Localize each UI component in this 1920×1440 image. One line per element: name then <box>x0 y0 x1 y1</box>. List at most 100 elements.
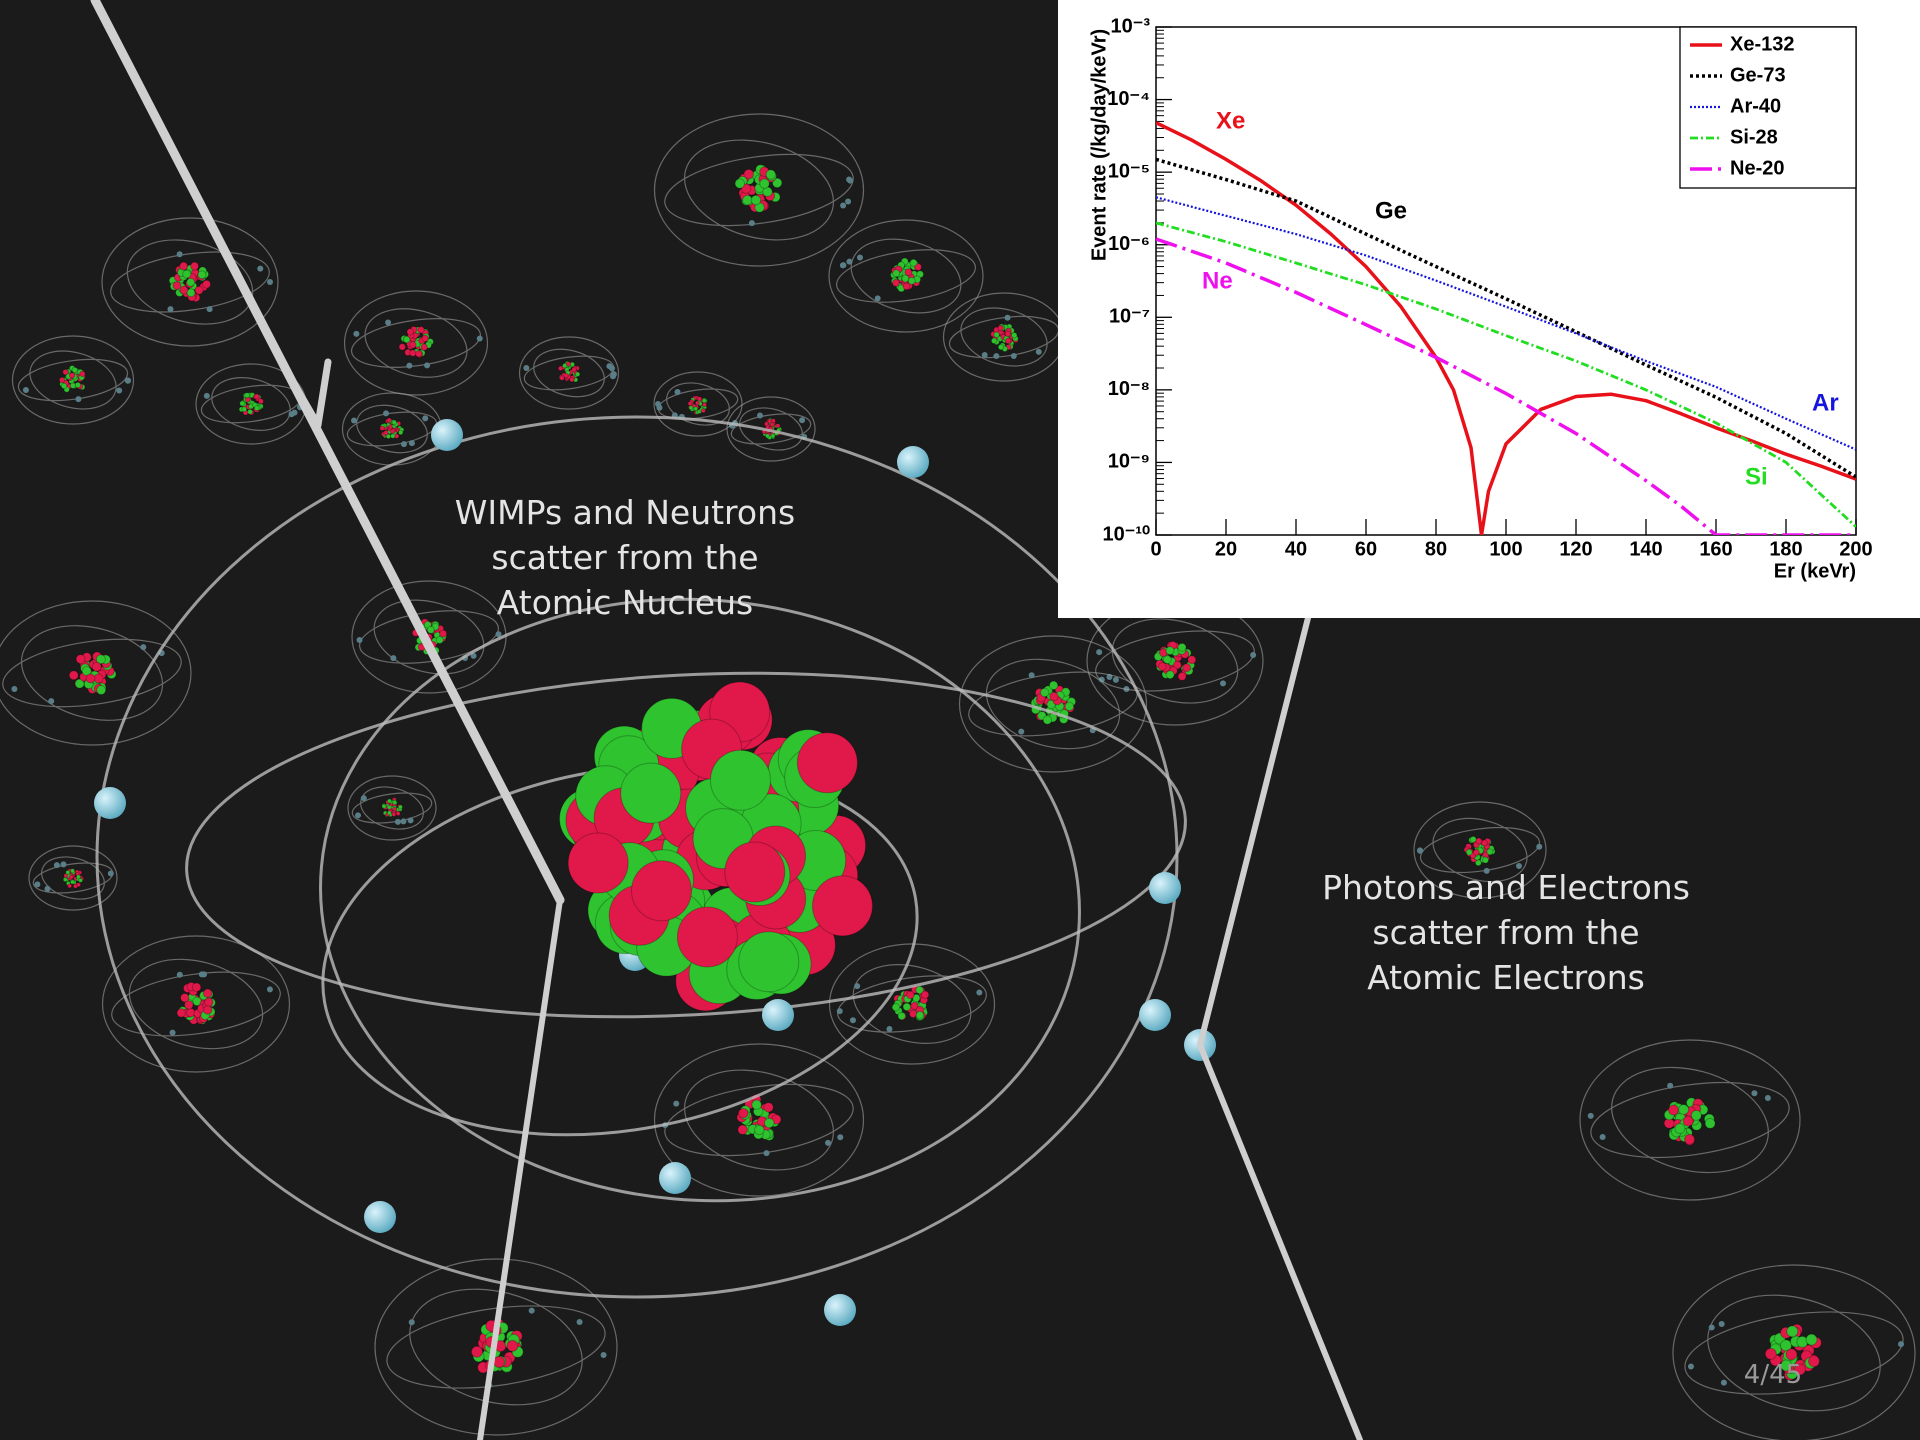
electron <box>1751 1090 1757 1096</box>
electron <box>757 413 763 419</box>
electron <box>94 787 126 819</box>
nucleon <box>92 662 101 671</box>
nucleon <box>387 799 391 803</box>
chart-panel: 10⁻¹⁰10⁻⁹10⁻⁸10⁻⁷10⁻⁶10⁻⁵10⁻⁴10⁻³0204060… <box>1058 0 1920 618</box>
nucleon <box>566 362 571 367</box>
electron <box>846 259 852 265</box>
nucleon <box>72 367 78 373</box>
nucleon <box>908 277 915 284</box>
electron <box>60 861 66 867</box>
annotation: Ge <box>1375 197 1407 224</box>
legend-label: Xe-132 <box>1730 33 1795 55</box>
nucleon <box>570 377 575 382</box>
electron <box>837 1134 843 1140</box>
electron <box>167 306 173 312</box>
electron <box>357 637 363 643</box>
nucleon <box>1158 662 1166 670</box>
nucleon <box>1466 849 1472 855</box>
electron <box>177 972 183 978</box>
electron <box>837 1008 843 1014</box>
electron <box>1005 315 1011 321</box>
electron <box>993 353 999 359</box>
nucleon <box>768 419 772 423</box>
nucleon <box>203 280 211 288</box>
nucleon <box>1178 672 1186 680</box>
electron <box>385 319 391 325</box>
nucleon <box>812 876 872 936</box>
nucleon <box>61 383 67 389</box>
electron <box>177 251 183 257</box>
nucleon <box>86 674 95 683</box>
nucleon <box>1786 1349 1797 1360</box>
nucleon <box>994 332 1000 338</box>
electron <box>875 295 881 301</box>
nucleon <box>698 397 702 401</box>
annotation: Ar <box>1812 389 1839 416</box>
caption-line: Photons and Electrons <box>1322 868 1690 907</box>
nucleon <box>689 406 693 410</box>
x-tick-label: 200 <box>1839 538 1872 560</box>
electron <box>529 1308 535 1314</box>
electron <box>762 999 794 1031</box>
nucleon <box>568 833 628 893</box>
nucleon <box>893 270 900 277</box>
nucleon <box>436 637 443 644</box>
nucleon <box>63 878 67 882</box>
electron <box>840 202 846 208</box>
x-tick-label: 0 <box>1150 538 1161 560</box>
nucleon <box>76 655 85 664</box>
legend-label: Ne-20 <box>1730 157 1784 179</box>
nucleon <box>198 271 206 279</box>
y-tick-label: 10⁻¹⁰ <box>1103 523 1150 545</box>
electron <box>361 795 367 801</box>
nucleon <box>507 1340 518 1351</box>
nucleon <box>63 369 69 375</box>
electron <box>1036 349 1042 355</box>
electron <box>23 387 29 393</box>
electron <box>982 352 988 358</box>
nucleon <box>254 394 259 399</box>
electron <box>1250 652 1256 658</box>
electron <box>267 986 273 992</box>
electron <box>675 389 681 395</box>
electron <box>1721 1380 1727 1386</box>
electron <box>424 362 430 368</box>
electron <box>673 1101 679 1107</box>
x-tick-label: 100 <box>1489 538 1522 560</box>
y-tick-label: 10⁻⁶ <box>1108 233 1150 255</box>
nucleon <box>1065 702 1074 711</box>
nucleon <box>725 842 785 902</box>
electron <box>1536 844 1542 850</box>
nucleon <box>739 1108 749 1118</box>
electron <box>204 393 210 399</box>
y-tick-label: 10⁻⁷ <box>1109 306 1150 328</box>
nucleon <box>921 991 929 999</box>
nucleon <box>688 401 692 405</box>
electron <box>395 819 401 825</box>
electron <box>34 881 40 887</box>
x-tick-label: 60 <box>1355 538 1377 560</box>
nucleon <box>187 278 195 286</box>
caption-line: Atomic Nucleus <box>497 583 753 622</box>
electron <box>108 870 114 876</box>
caption-line: Atomic Electrons <box>1367 958 1645 997</box>
nucleon <box>1765 1348 1776 1359</box>
nucleon <box>892 1004 900 1012</box>
nucleon <box>621 763 681 823</box>
nucleon <box>1166 671 1174 679</box>
electron <box>577 1319 583 1325</box>
nucleon <box>180 262 188 270</box>
nucleon <box>403 336 410 343</box>
nucleon <box>382 804 386 808</box>
nucleon <box>1669 1105 1679 1115</box>
nucleon <box>755 1125 765 1135</box>
nucleon <box>69 373 75 379</box>
electron <box>353 331 359 337</box>
electron <box>140 644 146 650</box>
electron <box>857 255 863 261</box>
electron <box>850 1017 856 1023</box>
electron <box>1018 729 1024 735</box>
nucleon <box>1787 1326 1798 1337</box>
electron <box>1667 1083 1673 1089</box>
y-tick-label: 10⁻⁸ <box>1108 378 1150 400</box>
